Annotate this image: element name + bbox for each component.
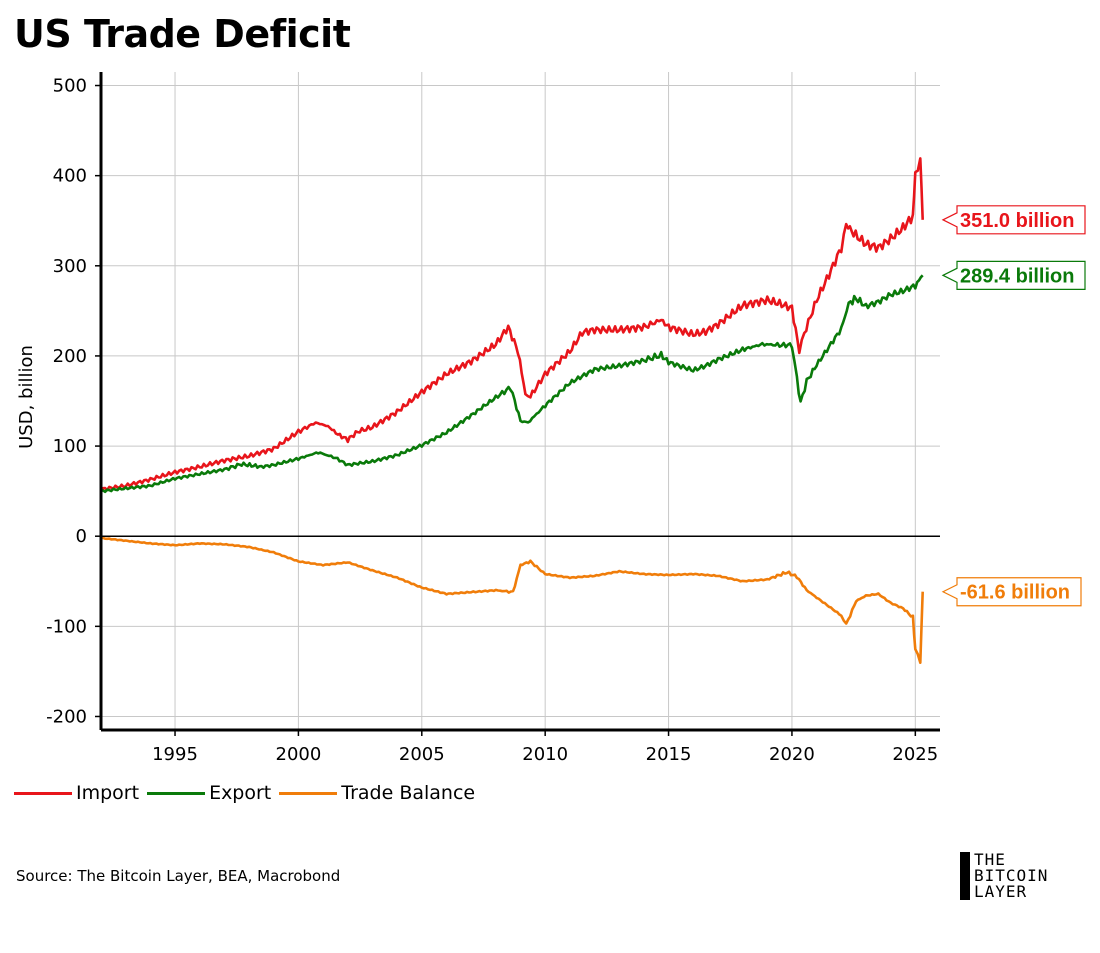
x-tick-label: 2025 xyxy=(892,744,938,765)
x-tick-label: 2005 xyxy=(399,744,445,765)
end-label-box xyxy=(941,260,1086,290)
legend-swatch-import xyxy=(14,791,72,795)
y-tick-label: 400 xyxy=(53,166,87,187)
y-tick-label: 500 xyxy=(53,76,87,97)
brand-logo-bar xyxy=(960,852,970,900)
legend-swatch-export xyxy=(147,791,206,795)
brand-line-1: THE xyxy=(974,850,1006,869)
legend: Import Export Trade Balance xyxy=(14,782,483,804)
chart-title: US Trade Deficit xyxy=(14,12,351,56)
legend-label-trade-balance: Trade Balance xyxy=(341,782,476,804)
end-label-text: 351.0 billion xyxy=(960,210,1074,232)
y-tick-label: 300 xyxy=(53,256,87,277)
y-tick-label: -200 xyxy=(46,706,87,727)
legend-item-export: Export xyxy=(147,782,271,804)
x-tick-label: 2000 xyxy=(276,744,322,765)
legend-item-import: Import xyxy=(14,782,139,804)
brand-line-2: BITCOIN xyxy=(974,866,1049,885)
end-label-text: 289.4 billion xyxy=(960,265,1074,287)
legend-label-import: Import xyxy=(76,782,140,804)
x-tick-label: 2010 xyxy=(522,744,568,765)
x-tick-label: 1995 xyxy=(152,744,198,765)
y-tick-label: 200 xyxy=(53,346,87,367)
x-tick-label: 2015 xyxy=(646,744,692,765)
axes: -200 -100 0 100 200 300 400 500 1995 2000 2005 2010… xyxy=(16,72,940,765)
end-label-box xyxy=(941,205,1086,235)
brand-logo-text: THE BITCOIN LAYER xyxy=(974,852,1048,900)
y-tick-label: 100 xyxy=(53,436,87,457)
source-note: Source: The Bitcoin Layer, BEA, Macrobon… xyxy=(16,867,341,885)
legend-item-trade-balance: Trade Balance xyxy=(279,782,475,804)
x-tick-label: 2020 xyxy=(769,744,815,765)
y-axis-title: USD, billion xyxy=(16,345,37,449)
legend-swatch-trade-balance xyxy=(279,791,338,795)
end-label-box xyxy=(941,577,1082,607)
brand-line-3: LAYER xyxy=(974,882,1028,901)
end-labels: 351.0 billion 289.4 billion -61.6 billion xyxy=(941,205,1086,607)
end-label-text: -61.6 billion xyxy=(960,582,1070,604)
y-tick-label: 0 xyxy=(76,526,87,547)
series-line-trade-balance xyxy=(100,536,924,665)
grid-lines xyxy=(101,72,940,730)
series-lines xyxy=(99,157,924,665)
brand-logo: THE BITCOIN LAYER xyxy=(960,852,1048,900)
y-tick-label: -100 xyxy=(46,616,87,637)
legend-label-export: Export xyxy=(209,782,272,804)
series-line-export xyxy=(100,274,924,494)
series-line-import xyxy=(99,157,924,492)
